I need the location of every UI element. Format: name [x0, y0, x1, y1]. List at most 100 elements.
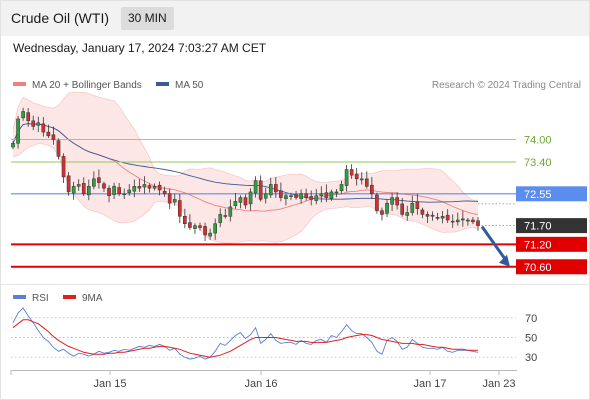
instrument-title: Crude Oil (WTI)	[11, 10, 109, 26]
candle-body	[127, 189, 132, 193]
candle-body	[420, 209, 425, 215]
candle	[26, 108, 30, 127]
candle	[385, 199, 389, 218]
candle	[380, 207, 384, 221]
candle	[466, 217, 470, 226]
candle-body	[76, 184, 81, 187]
x-tick-label: Jan 15	[93, 378, 126, 390]
candle-body	[339, 184, 344, 192]
candle	[390, 193, 394, 212]
candle	[309, 190, 314, 206]
candle-body	[390, 197, 394, 205]
level-label: 72.55	[524, 189, 552, 201]
candle	[228, 199, 233, 222]
candle-body	[415, 201, 420, 210]
candle	[455, 212, 460, 226]
candle-body	[213, 223, 217, 234]
candle-body	[309, 196, 314, 200]
candle-body	[284, 195, 288, 199]
candle	[137, 178, 142, 192]
candle	[294, 190, 298, 200]
level-label: 74.00	[524, 135, 552, 147]
candle-body	[56, 140, 61, 157]
candle-body	[314, 195, 319, 201]
level-label-box	[516, 259, 587, 275]
candle-body	[405, 212, 410, 216]
rsi-label: RSI	[32, 293, 49, 304]
candle	[314, 188, 319, 205]
candle-body	[233, 201, 238, 207]
candle	[430, 211, 435, 221]
candle-body	[172, 199, 177, 203]
candle	[349, 164, 354, 179]
candle	[400, 197, 405, 217]
level-label: 73.40	[524, 157, 552, 169]
candle-body	[147, 185, 152, 189]
candle	[435, 212, 440, 221]
candle	[21, 107, 25, 121]
timeframe-badge[interactable]: 30 MIN	[121, 7, 174, 30]
candle-body	[112, 186, 116, 195]
candle	[445, 209, 450, 223]
candle	[218, 208, 223, 228]
candle-body	[102, 183, 106, 189]
candle	[203, 222, 207, 241]
candle	[263, 187, 268, 204]
candle	[476, 217, 480, 231]
candle	[471, 217, 475, 225]
candle	[410, 195, 415, 216]
candle	[324, 184, 329, 203]
level-label: 71.70	[524, 221, 552, 233]
candle-body	[334, 191, 339, 194]
candle	[274, 176, 278, 198]
candle-body	[162, 190, 167, 195]
candle-body	[208, 232, 212, 237]
level-label-box	[516, 186, 587, 202]
candle-body	[476, 220, 480, 226]
candle-body	[97, 177, 101, 183]
candle-body	[425, 214, 430, 217]
candle	[344, 164, 349, 192]
candle	[268, 177, 273, 198]
bollinger-label: MA 20 + Bollinger Bands	[32, 80, 142, 91]
rsi-tick-label: 70	[525, 313, 537, 325]
candle	[172, 193, 177, 206]
candle	[142, 176, 147, 194]
candle	[359, 172, 364, 185]
candle	[167, 188, 172, 210]
candle-body	[21, 111, 25, 119]
candle-body	[223, 215, 228, 217]
candle	[107, 185, 111, 203]
candle-body	[289, 195, 293, 197]
candle	[92, 171, 96, 190]
candle-body	[203, 226, 207, 236]
candle-body	[455, 219, 460, 223]
candle	[147, 183, 152, 193]
ma50-swatch	[156, 82, 169, 87]
candle	[157, 181, 162, 196]
candle-body	[107, 187, 111, 196]
candle	[375, 192, 379, 214]
candle	[127, 184, 132, 196]
candle	[425, 211, 430, 223]
candle	[395, 192, 399, 210]
candle	[299, 189, 303, 204]
candle	[258, 175, 263, 202]
candle-body	[375, 194, 379, 211]
candle	[46, 124, 51, 139]
candle-body	[410, 202, 415, 213]
candle	[253, 176, 258, 198]
candle-body	[354, 173, 359, 180]
candle-body	[385, 202, 389, 214]
candle-body	[51, 134, 56, 140]
candle	[183, 208, 187, 229]
candle-body	[359, 178, 364, 181]
rsi-ma-swatch	[63, 295, 76, 300]
candle-body	[440, 216, 445, 219]
ma50-label: MA 50	[175, 80, 204, 91]
legend-rsi: RSI	[13, 293, 49, 304]
candle-body	[294, 194, 298, 198]
candle-body	[279, 190, 283, 198]
candle-body	[142, 184, 147, 188]
